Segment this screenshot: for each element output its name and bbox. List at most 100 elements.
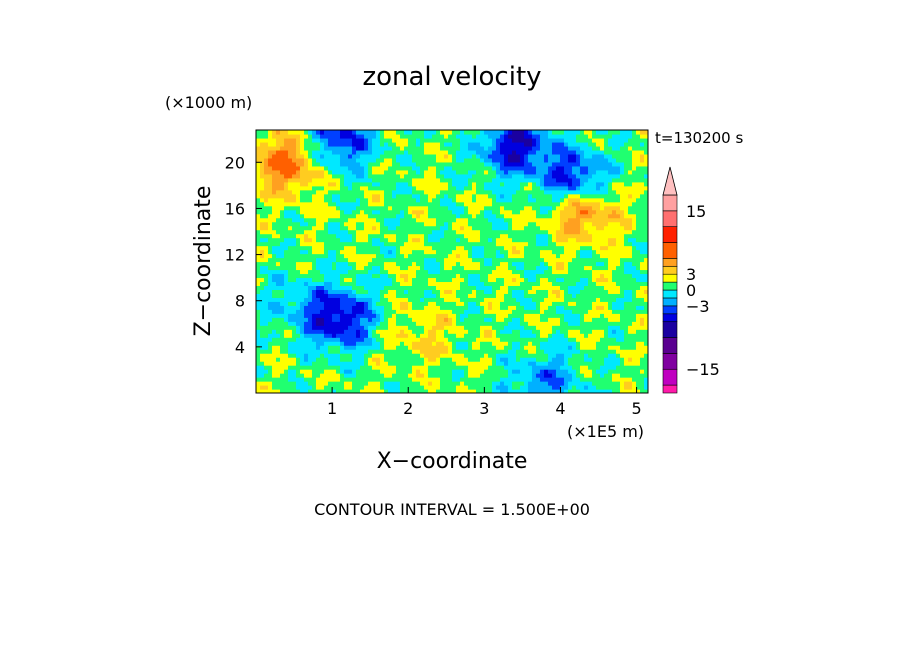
field-cell xyxy=(256,285,261,290)
field-cell xyxy=(504,137,509,143)
field-cell xyxy=(396,201,401,207)
field-cell xyxy=(288,289,293,294)
field-cell xyxy=(352,273,357,279)
field-cell xyxy=(472,313,477,318)
field-cell xyxy=(376,389,381,393)
field-cell xyxy=(508,257,513,263)
field-cell xyxy=(432,301,437,306)
field-cell xyxy=(396,185,401,191)
field-cell xyxy=(472,201,477,207)
field-cell xyxy=(488,185,493,191)
field-cell xyxy=(260,257,265,263)
field-cell xyxy=(512,337,517,342)
field-cell xyxy=(336,253,341,259)
field-cell xyxy=(316,137,321,143)
field-cell xyxy=(304,130,309,135)
field-cell xyxy=(536,225,541,231)
field-cell xyxy=(364,269,369,275)
field-cell xyxy=(428,269,433,275)
field-cell xyxy=(540,353,545,358)
field-cell xyxy=(504,197,509,203)
field-cell xyxy=(284,313,289,318)
field-cell xyxy=(528,313,533,318)
field-cell xyxy=(472,225,477,231)
field-cell xyxy=(544,197,549,203)
field-cell xyxy=(260,285,265,290)
field-cell xyxy=(508,177,513,183)
field-cell xyxy=(456,153,461,159)
field-cell xyxy=(332,353,337,358)
field-cell xyxy=(544,149,549,155)
field-cell xyxy=(388,369,393,374)
field-cell xyxy=(504,297,509,302)
field-cell xyxy=(320,229,325,235)
field-cell xyxy=(276,217,281,223)
field-cell xyxy=(364,145,369,151)
field-cell xyxy=(508,369,513,374)
field-cell xyxy=(272,357,277,362)
field-cell xyxy=(436,217,441,223)
field-cell xyxy=(508,229,513,235)
field-cell xyxy=(412,161,417,167)
field-cell xyxy=(512,157,517,163)
field-cell xyxy=(548,385,553,390)
field-cell xyxy=(284,213,289,219)
field-cell xyxy=(264,365,269,370)
field-cell xyxy=(340,161,345,167)
field-cell xyxy=(332,293,337,298)
field-cell xyxy=(496,353,501,358)
field-cell xyxy=(512,213,517,219)
field-cell xyxy=(460,333,465,338)
field-cell xyxy=(500,269,505,275)
field-cell xyxy=(448,281,453,286)
field-cell xyxy=(492,209,497,215)
field-cell xyxy=(272,317,277,322)
field-cell xyxy=(436,245,441,251)
field-cell xyxy=(264,133,269,139)
field-cell xyxy=(328,341,333,346)
field-cell xyxy=(324,313,329,318)
field-cell xyxy=(368,357,373,362)
field-cell xyxy=(336,173,341,179)
field-cell xyxy=(308,241,313,247)
field-cell xyxy=(508,277,513,283)
field-cell xyxy=(404,233,409,239)
field-cell xyxy=(424,321,429,326)
field-cell xyxy=(300,329,305,334)
field-cell xyxy=(456,377,461,382)
field-cell xyxy=(476,217,481,223)
field-cell xyxy=(320,321,325,326)
field-cell xyxy=(444,249,449,255)
field-cell xyxy=(480,377,485,382)
field-cell xyxy=(436,285,441,290)
field-cell xyxy=(544,297,549,302)
field-cell xyxy=(372,145,377,151)
field-cell xyxy=(316,149,321,155)
field-cell xyxy=(520,173,525,179)
field-cell xyxy=(472,277,477,283)
field-cell xyxy=(332,309,337,314)
field-cell xyxy=(408,153,413,159)
field-cell xyxy=(368,289,373,294)
field-cell xyxy=(316,369,321,374)
field-cell xyxy=(396,341,401,346)
field-cell xyxy=(408,193,413,199)
field-cell xyxy=(336,249,341,255)
field-cell xyxy=(488,377,493,382)
field-cell xyxy=(356,145,361,151)
field-cell xyxy=(548,337,553,342)
field-cell xyxy=(332,137,337,143)
field-cell xyxy=(368,369,373,374)
field-cell xyxy=(532,261,537,267)
field-cell xyxy=(308,185,313,191)
field-cell xyxy=(340,353,345,358)
field-cell xyxy=(396,169,401,175)
field-cell xyxy=(532,357,537,362)
field-cell xyxy=(344,277,349,283)
field-cell xyxy=(492,333,497,338)
field-cell xyxy=(348,297,353,302)
field-cell xyxy=(544,313,549,318)
field-cell xyxy=(268,269,273,275)
field-cell xyxy=(556,233,561,239)
field-cell xyxy=(396,373,401,378)
